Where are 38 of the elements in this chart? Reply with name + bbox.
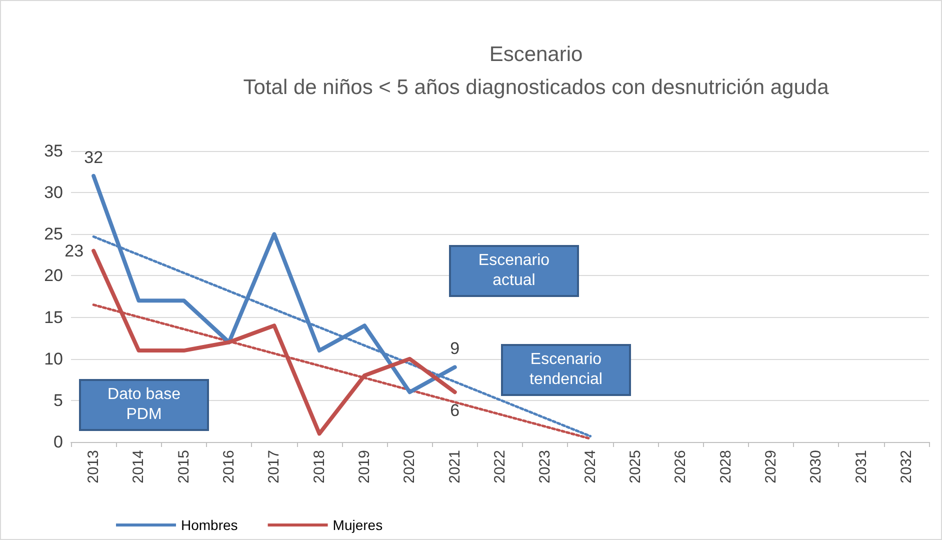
y-tick-label: 15	[44, 308, 63, 327]
data-label: 9	[450, 339, 460, 358]
x-tick-label: 2024	[582, 450, 599, 484]
x-tick-label: 2030	[808, 450, 825, 484]
callout-box: Escenario tendencial	[501, 344, 631, 396]
x-tick-label: 2016	[220, 450, 238, 484]
y-tick-label: 10	[44, 349, 63, 368]
x-tick-label: 2022	[492, 450, 508, 484]
x-tick-label: 2025	[626, 450, 644, 484]
y-tick-label: 20	[44, 266, 63, 286]
x-tick-label: 2029	[762, 450, 780, 484]
x-tick-label: 2032	[898, 450, 915, 484]
y-tick-label: 35	[44, 142, 63, 160]
x-tick-label: 2017	[266, 450, 283, 484]
x-tick-label: 2020	[401, 450, 418, 484]
legend-label: Hombres	[181, 517, 238, 533]
x-tick-label: 2028	[717, 450, 734, 484]
x-tick-label: 2013	[85, 450, 102, 484]
x-tick-label: 2023	[536, 450, 554, 484]
x-tick-label: 2015	[175, 450, 192, 484]
legend-label: Mujeres	[332, 517, 383, 533]
x-tick-label: 2031	[852, 450, 870, 484]
chart-title: Escenario	[489, 43, 583, 66]
data-label: 6	[450, 401, 460, 420]
data-label: 23	[64, 241, 84, 260]
x-tick-label: 2021	[446, 450, 464, 484]
data-label: 32	[84, 148, 104, 167]
y-tick-label: 25	[44, 224, 63, 244]
x-tick-label: 2018	[310, 450, 328, 484]
callout-box: Escenario actual	[449, 245, 579, 297]
callout-box: Dato base PDM	[79, 379, 209, 431]
x-tick-label: 2014	[130, 450, 148, 484]
y-tick-label: 30	[44, 183, 63, 202]
y-tick-label: 0	[54, 432, 63, 452]
chart-subtitle: Total de niños < 5 años diagnosticados con desnutrición aguda	[243, 76, 830, 99]
x-tick-label: 2026	[672, 450, 690, 484]
y-tick-label: 5	[54, 390, 63, 410]
x-tick-label: 2019	[356, 450, 374, 484]
